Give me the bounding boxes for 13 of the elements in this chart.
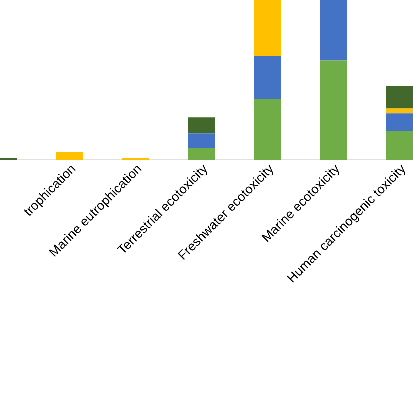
bar (254, 56, 282, 100)
bar (386, 114, 413, 132)
bar (254, 0, 282, 56)
bar (56, 152, 84, 160)
bar (188, 118, 216, 134)
bar (320, 0, 348, 61)
bar (188, 134, 216, 148)
bar (386, 86, 413, 109)
bar (188, 148, 216, 160)
bar (386, 131, 413, 160)
bar (386, 108, 413, 114)
bar (254, 99, 282, 160)
bar (320, 60, 348, 160)
